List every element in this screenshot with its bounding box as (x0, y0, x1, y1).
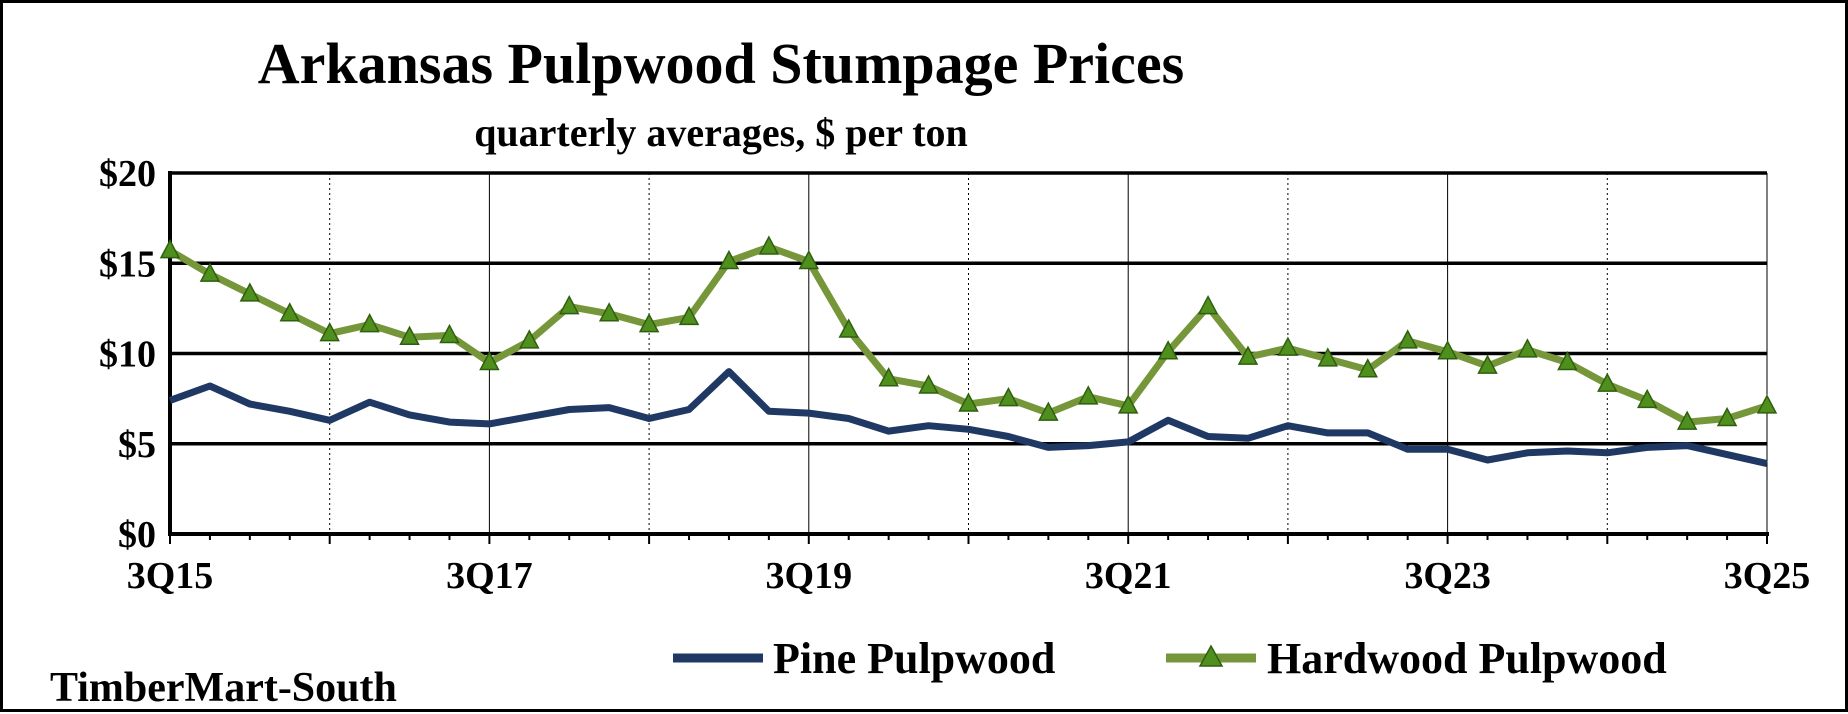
hardwood-data-point (1237, 345, 1259, 365)
hardwood-data-point (718, 249, 740, 270)
hardwood-data-point (1078, 385, 1099, 405)
series-layer (159, 235, 1778, 468)
hardwood-data-point (1676, 410, 1698, 430)
hardwood-data-point (1157, 340, 1179, 360)
y-tick-label: $5 (118, 424, 156, 466)
hardwood-data-point (838, 318, 859, 338)
legend-hardwood-label: Hardwood Pulpwood (1267, 634, 1667, 683)
y-tick-label: $20 (99, 153, 156, 195)
chart-subtitle: quarterly averages, $ per ton (474, 110, 968, 155)
legend-hardwood-triangle-icon (1198, 644, 1224, 667)
x-tick-label: 3Q25 (1724, 555, 1811, 597)
hardwood-data-point (1557, 350, 1578, 371)
hardwood-data-point (199, 262, 221, 282)
hardwood-data-point (1477, 354, 1498, 374)
hardwood-data-point (798, 249, 820, 270)
pine-pulpwood-line (168, 368, 1768, 468)
axis-layer (168, 171, 1769, 544)
hardwood-data-point (559, 294, 580, 315)
hardwood-data-point (758, 235, 780, 255)
hardwood-data-point (1597, 372, 1618, 392)
hardwood-data-point (279, 302, 301, 322)
hardwood-data-point (1357, 358, 1378, 378)
hardwood-data-point (598, 302, 620, 322)
hardwood-data-point (678, 305, 700, 326)
hardwood-data-point (319, 322, 340, 342)
x-tick-label: 3Q23 (1404, 555, 1491, 597)
legend: Pine Pulpwood Hardwood Pulpwood (673, 634, 1667, 683)
hardwood-data-point (1038, 401, 1059, 421)
x-tick-label: 3Q17 (446, 555, 533, 597)
pulpwood-price-chart: Arkansas Pulpwood Stumpage Prices quarte… (50, 31, 1810, 711)
hardwood-data-point (1317, 347, 1339, 367)
hardwood-data-point (439, 323, 460, 344)
y-tick-label: $10 (99, 334, 156, 376)
source-label: TimberMart-South (50, 665, 397, 709)
hardwood-data-point (1277, 336, 1299, 356)
hardwood-data-point (1117, 394, 1139, 414)
hardwood-data-point (1517, 338, 1538, 358)
tick-label-layer: $0 $5 $10 $15 $20 3Q15 3Q17 3Q19 3Q21 3Q23 3Q25 (99, 153, 1810, 597)
chart-title: Arkansas Pulpwood Stumpage Prices (258, 31, 1184, 96)
legend-pine-label: Pine Pulpwood (773, 634, 1055, 683)
hardwood-data-point (1636, 388, 1658, 409)
hardwood-data-point (359, 313, 380, 333)
x-tick-label: 3Q19 (766, 555, 853, 597)
hardwood-data-point (1397, 329, 1418, 349)
hardwood-data-point (399, 325, 420, 346)
y-tick-label: $0 (118, 514, 156, 556)
y-tick-label: $15 (99, 243, 156, 285)
hardwood-data-point (1716, 406, 1738, 427)
hardwood-data-point (519, 329, 540, 349)
hardwood-data-point (638, 313, 660, 333)
hardwood-data-point (1437, 340, 1458, 360)
hardwood-data-point (159, 239, 181, 259)
grid-layer (170, 171, 1768, 534)
x-tick-label: 3Q15 (127, 555, 214, 597)
hardwood-data-point (479, 350, 500, 371)
x-tick-label: 3Q21 (1085, 555, 1172, 597)
hardwood-data-point (998, 387, 1019, 407)
hardwood-data-point (1197, 294, 1219, 315)
hardwood-data-point (918, 374, 939, 394)
hardwood-data-point (1756, 394, 1778, 414)
hardwood-data-point (878, 367, 899, 387)
hardwood-data-point (958, 392, 979, 412)
hardwood-data-point (239, 282, 261, 302)
